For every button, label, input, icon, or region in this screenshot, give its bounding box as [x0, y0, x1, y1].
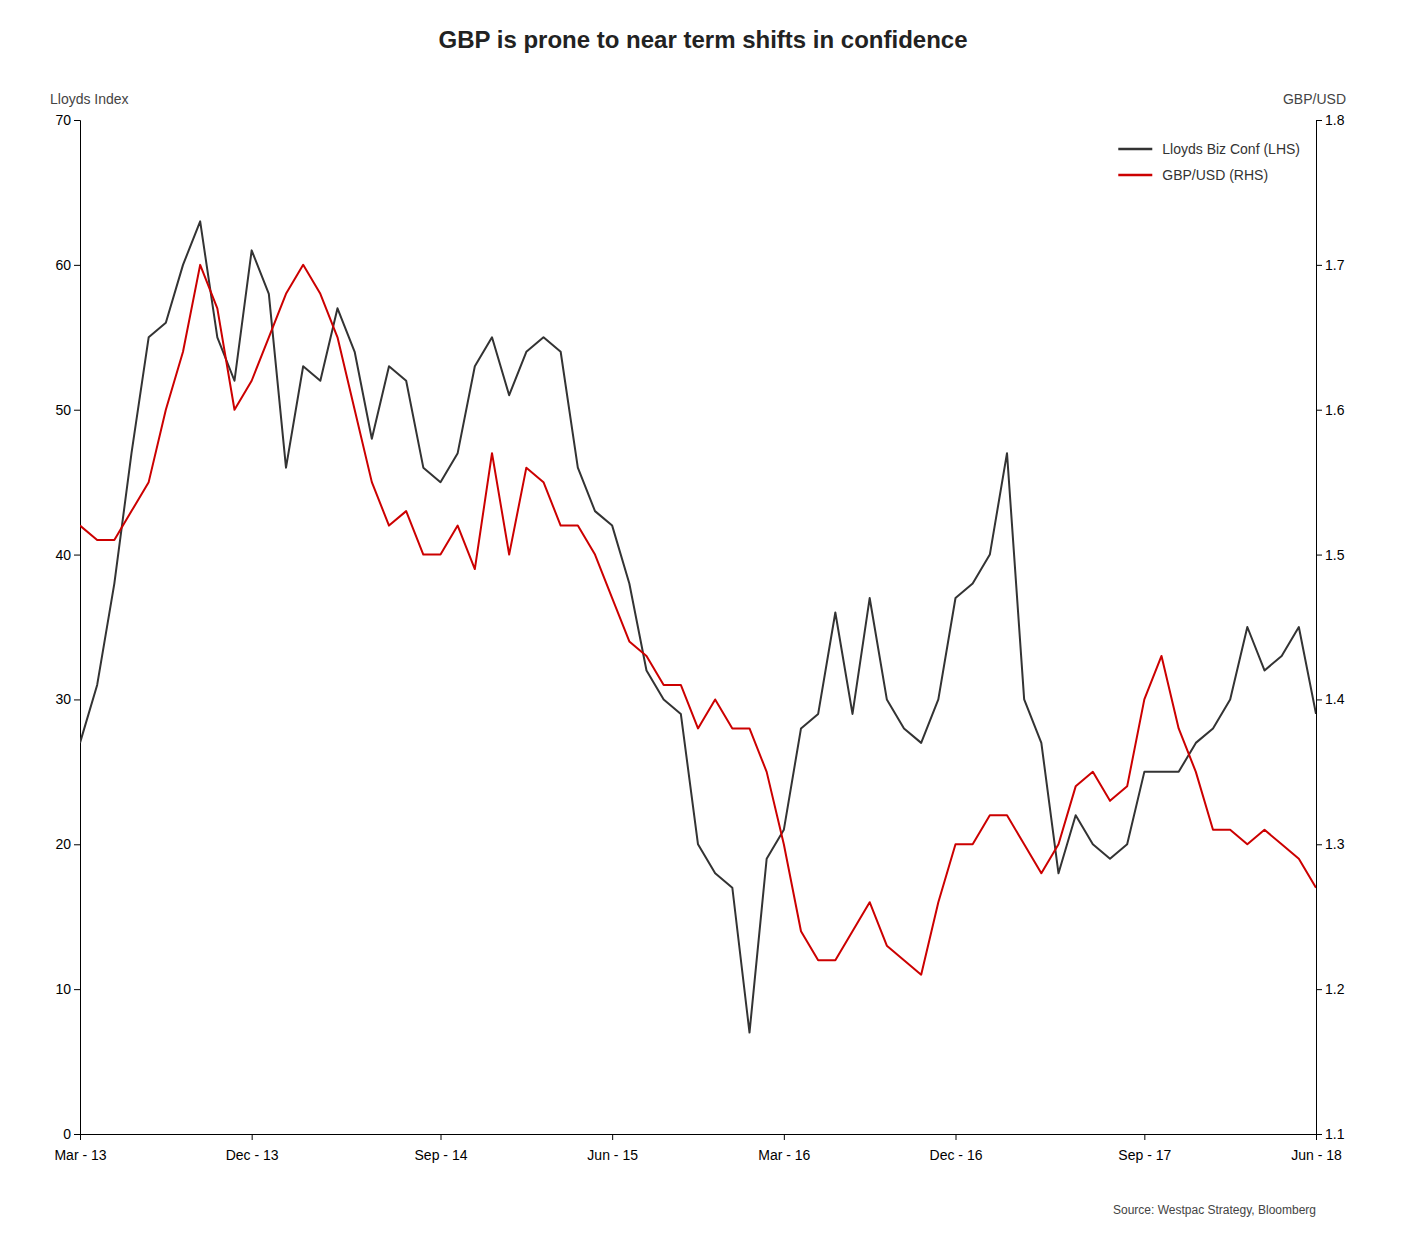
- tick-mark: [74, 844, 80, 845]
- tick-label: 1.3: [1325, 836, 1345, 852]
- tick: 10: [55, 981, 80, 997]
- axis-line: [74, 121, 81, 1135]
- title: GBP is prone to near term shifts in conf…: [439, 26, 968, 53]
- tick-mark: [252, 1134, 253, 1140]
- tick-label: Dec - 16: [930, 1147, 983, 1163]
- tick-label: Jun - 18: [1291, 1147, 1342, 1163]
- tick: 70: [55, 112, 80, 128]
- tick: Jun - 15: [587, 1134, 638, 1163]
- tick-label: Sep - 14: [415, 1147, 468, 1163]
- tick: 1.6: [1316, 402, 1345, 418]
- tick-label: 1.2: [1325, 981, 1345, 997]
- tick-mark: [1316, 410, 1322, 411]
- tick-mark: [1316, 989, 1322, 990]
- tick: Mar - 16: [758, 1134, 810, 1163]
- tick: 1.7: [1316, 257, 1345, 273]
- tick-mark: [74, 120, 80, 121]
- axis-line: [81, 1135, 1317, 1141]
- tick-label: 60: [55, 257, 71, 273]
- tick-mark: [1316, 265, 1322, 266]
- tick-mark: [1316, 555, 1322, 556]
- tick-label: 30: [55, 691, 71, 707]
- tick-label: 20: [55, 836, 71, 852]
- tick-mark: [1316, 844, 1322, 845]
- y2-axis: 1.1 1.2 1.3 1.4 1.5 1.6 1.7 1.8: [1316, 112, 1345, 1142]
- tick-mark: [74, 265, 80, 266]
- tick-mark: [74, 410, 80, 411]
- y2-axis-label: GBP/USD: [1283, 91, 1346, 107]
- tick: 1.2: [1316, 981, 1345, 997]
- tick-label: 1.6: [1325, 402, 1345, 418]
- tick: 1.1: [1316, 1126, 1345, 1142]
- legend-label: Lloyds Biz Conf (LHS): [1162, 141, 1300, 157]
- axis-line: [1317, 121, 1323, 1135]
- tick-label: Dec - 13: [226, 1147, 279, 1163]
- tick-label: 1.7: [1325, 257, 1345, 273]
- legend-swatch: [1118, 174, 1152, 177]
- tick-mark: [1316, 120, 1322, 121]
- tick-mark: [956, 1134, 957, 1140]
- tick-label: 1.4: [1325, 691, 1345, 707]
- tick-mark: [784, 1134, 785, 1140]
- tick-label: 50: [55, 402, 71, 418]
- tick: 0: [63, 1126, 80, 1142]
- tick: Dec - 16: [930, 1134, 983, 1163]
- legend-item: Lloyds Biz Conf (LHS): [1118, 141, 1300, 157]
- tick-label: Mar - 16: [758, 1147, 810, 1163]
- tick-mark: [441, 1134, 442, 1140]
- tick-label: 70: [55, 112, 71, 128]
- tick-label: 1.8: [1325, 112, 1345, 128]
- tick: 20: [55, 836, 80, 852]
- tick-mark: [1144, 1134, 1145, 1140]
- y-axis: 0 10 20 30 40 50 60 70: [55, 112, 80, 1142]
- tick-label: 40: [55, 547, 71, 563]
- tick-mark: [74, 989, 80, 990]
- tick-label: Mar - 13: [54, 1147, 106, 1163]
- tick: 30: [55, 691, 80, 707]
- legend-label: GBP/USD (RHS): [1162, 167, 1268, 183]
- tick: 1.8: [1316, 112, 1345, 128]
- tick-label: 0: [63, 1126, 71, 1142]
- tick-label: 1.5: [1325, 547, 1345, 563]
- tick-label: Jun - 15: [587, 1147, 638, 1163]
- tick: Sep - 17: [1118, 1134, 1171, 1163]
- annotation: Source: Westpac Strategy, Bloomberg: [1113, 1203, 1316, 1217]
- tick: 1.5: [1316, 547, 1345, 563]
- tick-mark: [1316, 699, 1322, 700]
- legend-swatch: [1118, 148, 1152, 151]
- tick-mark: [1316, 1134, 1322, 1135]
- y-axis-label: Lloyds Index: [50, 91, 129, 107]
- legend-item: GBP/USD (RHS): [1118, 167, 1268, 183]
- tick-label: 10: [55, 981, 71, 997]
- tick: Sep - 14: [415, 1134, 468, 1163]
- legend: Lloyds Biz Conf (LHS) GBP/USD (RHS): [1118, 141, 1300, 183]
- tick-mark: [612, 1134, 613, 1140]
- chart: Mar - 13 Dec - 13 Sep - 14 Jun - 15 Mar - 16…: [0, 0, 1406, 1244]
- line: [80, 221, 1316, 1032]
- tick-mark: [74, 555, 80, 556]
- tick: 60: [55, 257, 80, 273]
- tick-mark: [74, 1134, 80, 1135]
- line: [80, 265, 1316, 975]
- tick: 50: [55, 402, 80, 418]
- tick: 1.3: [1316, 836, 1345, 852]
- x-axis: Mar - 13 Dec - 13 Sep - 14 Jun - 15 Mar - 16…: [54, 1134, 1342, 1163]
- tick-label: 1.1: [1325, 1126, 1345, 1142]
- tick-mark: [74, 699, 80, 700]
- tick-label: Sep - 17: [1118, 1147, 1171, 1163]
- tick: 40: [55, 547, 80, 563]
- plot-area: [80, 221, 1316, 1032]
- tick: 1.4: [1316, 691, 1345, 707]
- tick: Dec - 13: [226, 1134, 279, 1163]
